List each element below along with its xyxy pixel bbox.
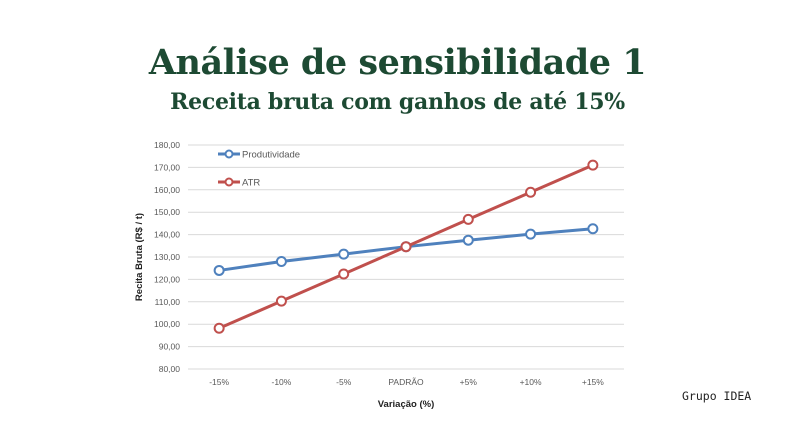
legend-marker [224, 149, 234, 159]
x-tick-label: +10% [520, 377, 542, 387]
page-title: Análise de sensibilidade 1 [148, 42, 647, 83]
data-point [587, 223, 599, 235]
data-point [587, 159, 599, 171]
data-point [213, 322, 225, 334]
data-point [462, 213, 474, 225]
y-tick-label: 120,00 [154, 274, 180, 284]
credit-text: Grupo IDEA [682, 389, 752, 403]
y-tick-label: 130,00 [154, 252, 180, 262]
data-point [275, 255, 287, 267]
data-point [338, 268, 350, 280]
page-subtitle: Receita bruta com ganhos de até 15% [170, 89, 625, 115]
data-point [462, 234, 474, 246]
x-tick-label: -10% [272, 377, 292, 387]
y-tick-label: 180,00 [154, 140, 180, 150]
x-tick-label: +15% [582, 377, 604, 387]
y-axis-label: Recita Bruta (R$ / t) [134, 213, 145, 301]
x-tick-label: -5% [336, 377, 352, 387]
y-tick-label: 80,00 [159, 364, 181, 374]
y-tick-label: 140,00 [154, 230, 180, 240]
y-tick-label: 150,00 [154, 207, 180, 217]
data-point [525, 228, 537, 240]
data-point [338, 248, 350, 260]
x-tick-label: -15% [209, 377, 229, 387]
data-point [213, 264, 225, 276]
data-point [400, 241, 412, 253]
x-axis-label: Variação (%) [378, 399, 435, 410]
legend-label: ATR [242, 178, 260, 189]
y-tick-label: 160,00 [154, 185, 180, 195]
x-tick-label: PADRÃO [388, 377, 424, 387]
data-point [275, 295, 287, 307]
y-tick-label: 110,00 [155, 297, 181, 307]
y-tick-label: 100,00 [154, 319, 180, 329]
y-tick-label: 170,00 [154, 162, 180, 172]
data-point [525, 186, 537, 198]
x-tick-label: +5% [460, 377, 478, 387]
legend-label: Produtividade [242, 150, 300, 161]
y-tick-label: 90,00 [159, 342, 181, 352]
legend-marker [224, 177, 234, 187]
